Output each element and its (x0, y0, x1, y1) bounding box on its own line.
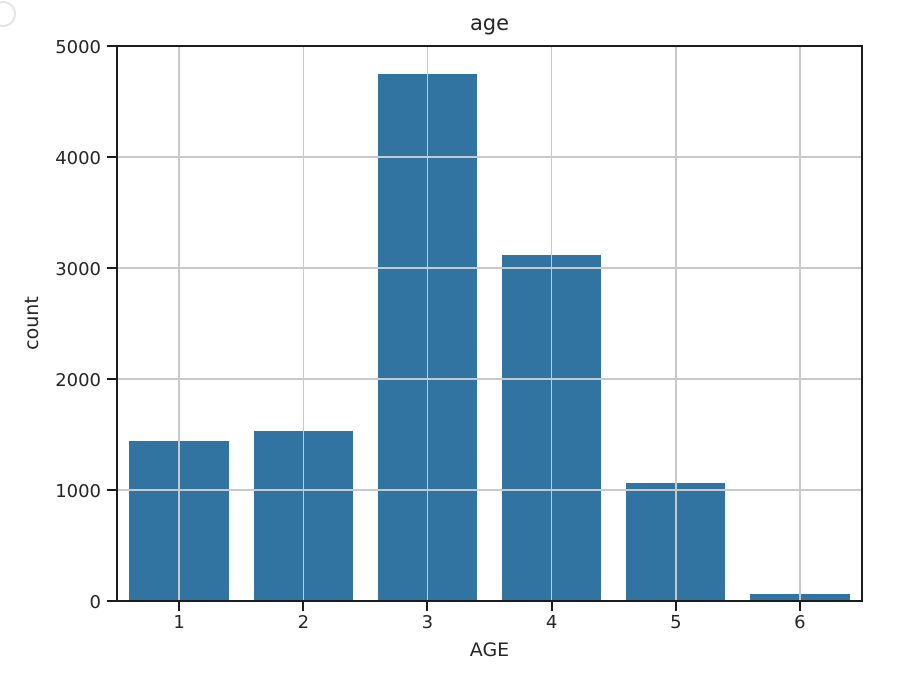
x-tick-mark-5 (674, 602, 677, 611)
y-tick-mark-3000 (107, 267, 116, 269)
x-tick-mark-4 (550, 602, 553, 611)
corner-arc-decoration (0, 1, 16, 27)
y-tick-label-3000: 3000 (55, 259, 101, 280)
v-gridline-4 (550, 46, 553, 601)
h-gridline-3000 (117, 267, 862, 269)
h-gridline-4000 (117, 156, 862, 158)
v-gridline-3 (426, 46, 429, 601)
y-tick-mark-1000 (107, 489, 116, 491)
y-tick-label-4000: 4000 (55, 148, 101, 169)
x-tick-mark-6 (798, 602, 801, 611)
x-tick-label-1: 1 (173, 612, 185, 633)
y-tick-mark-2000 (107, 378, 116, 380)
x-tick-label-4: 4 (545, 612, 558, 633)
x-axis-label: AGE (469, 639, 510, 661)
y-tick-mark-0 (107, 600, 116, 602)
v-gridline-2 (302, 46, 304, 601)
x-tick-mark-1 (178, 602, 181, 611)
x-tick-label-5: 5 (670, 612, 682, 633)
y-tick-label-5000: 5000 (55, 37, 101, 58)
y-tick-label-2000: 2000 (55, 370, 101, 391)
y-tick-label-0: 0 (89, 592, 101, 613)
x-tick-label-6: 6 (794, 612, 806, 633)
x-tick-label-3: 3 (421, 612, 434, 633)
v-gridline-5 (675, 46, 677, 601)
y-tick-label-1000: 1000 (55, 481, 101, 502)
x-tick-label-2: 2 (297, 612, 310, 633)
y-tick-mark-4000 (107, 156, 116, 158)
v-gridline-1 (178, 46, 180, 601)
y-axis-label: count (21, 295, 43, 350)
y-tick-mark-5000 (107, 45, 116, 47)
x-tick-mark-3 (426, 602, 429, 611)
v-gridline-6 (799, 46, 801, 601)
x-tick-mark-2 (302, 602, 305, 611)
chart-title: age (469, 11, 510, 35)
h-gridline-2000 (117, 378, 862, 380)
h-gridline-1000 (117, 489, 862, 491)
